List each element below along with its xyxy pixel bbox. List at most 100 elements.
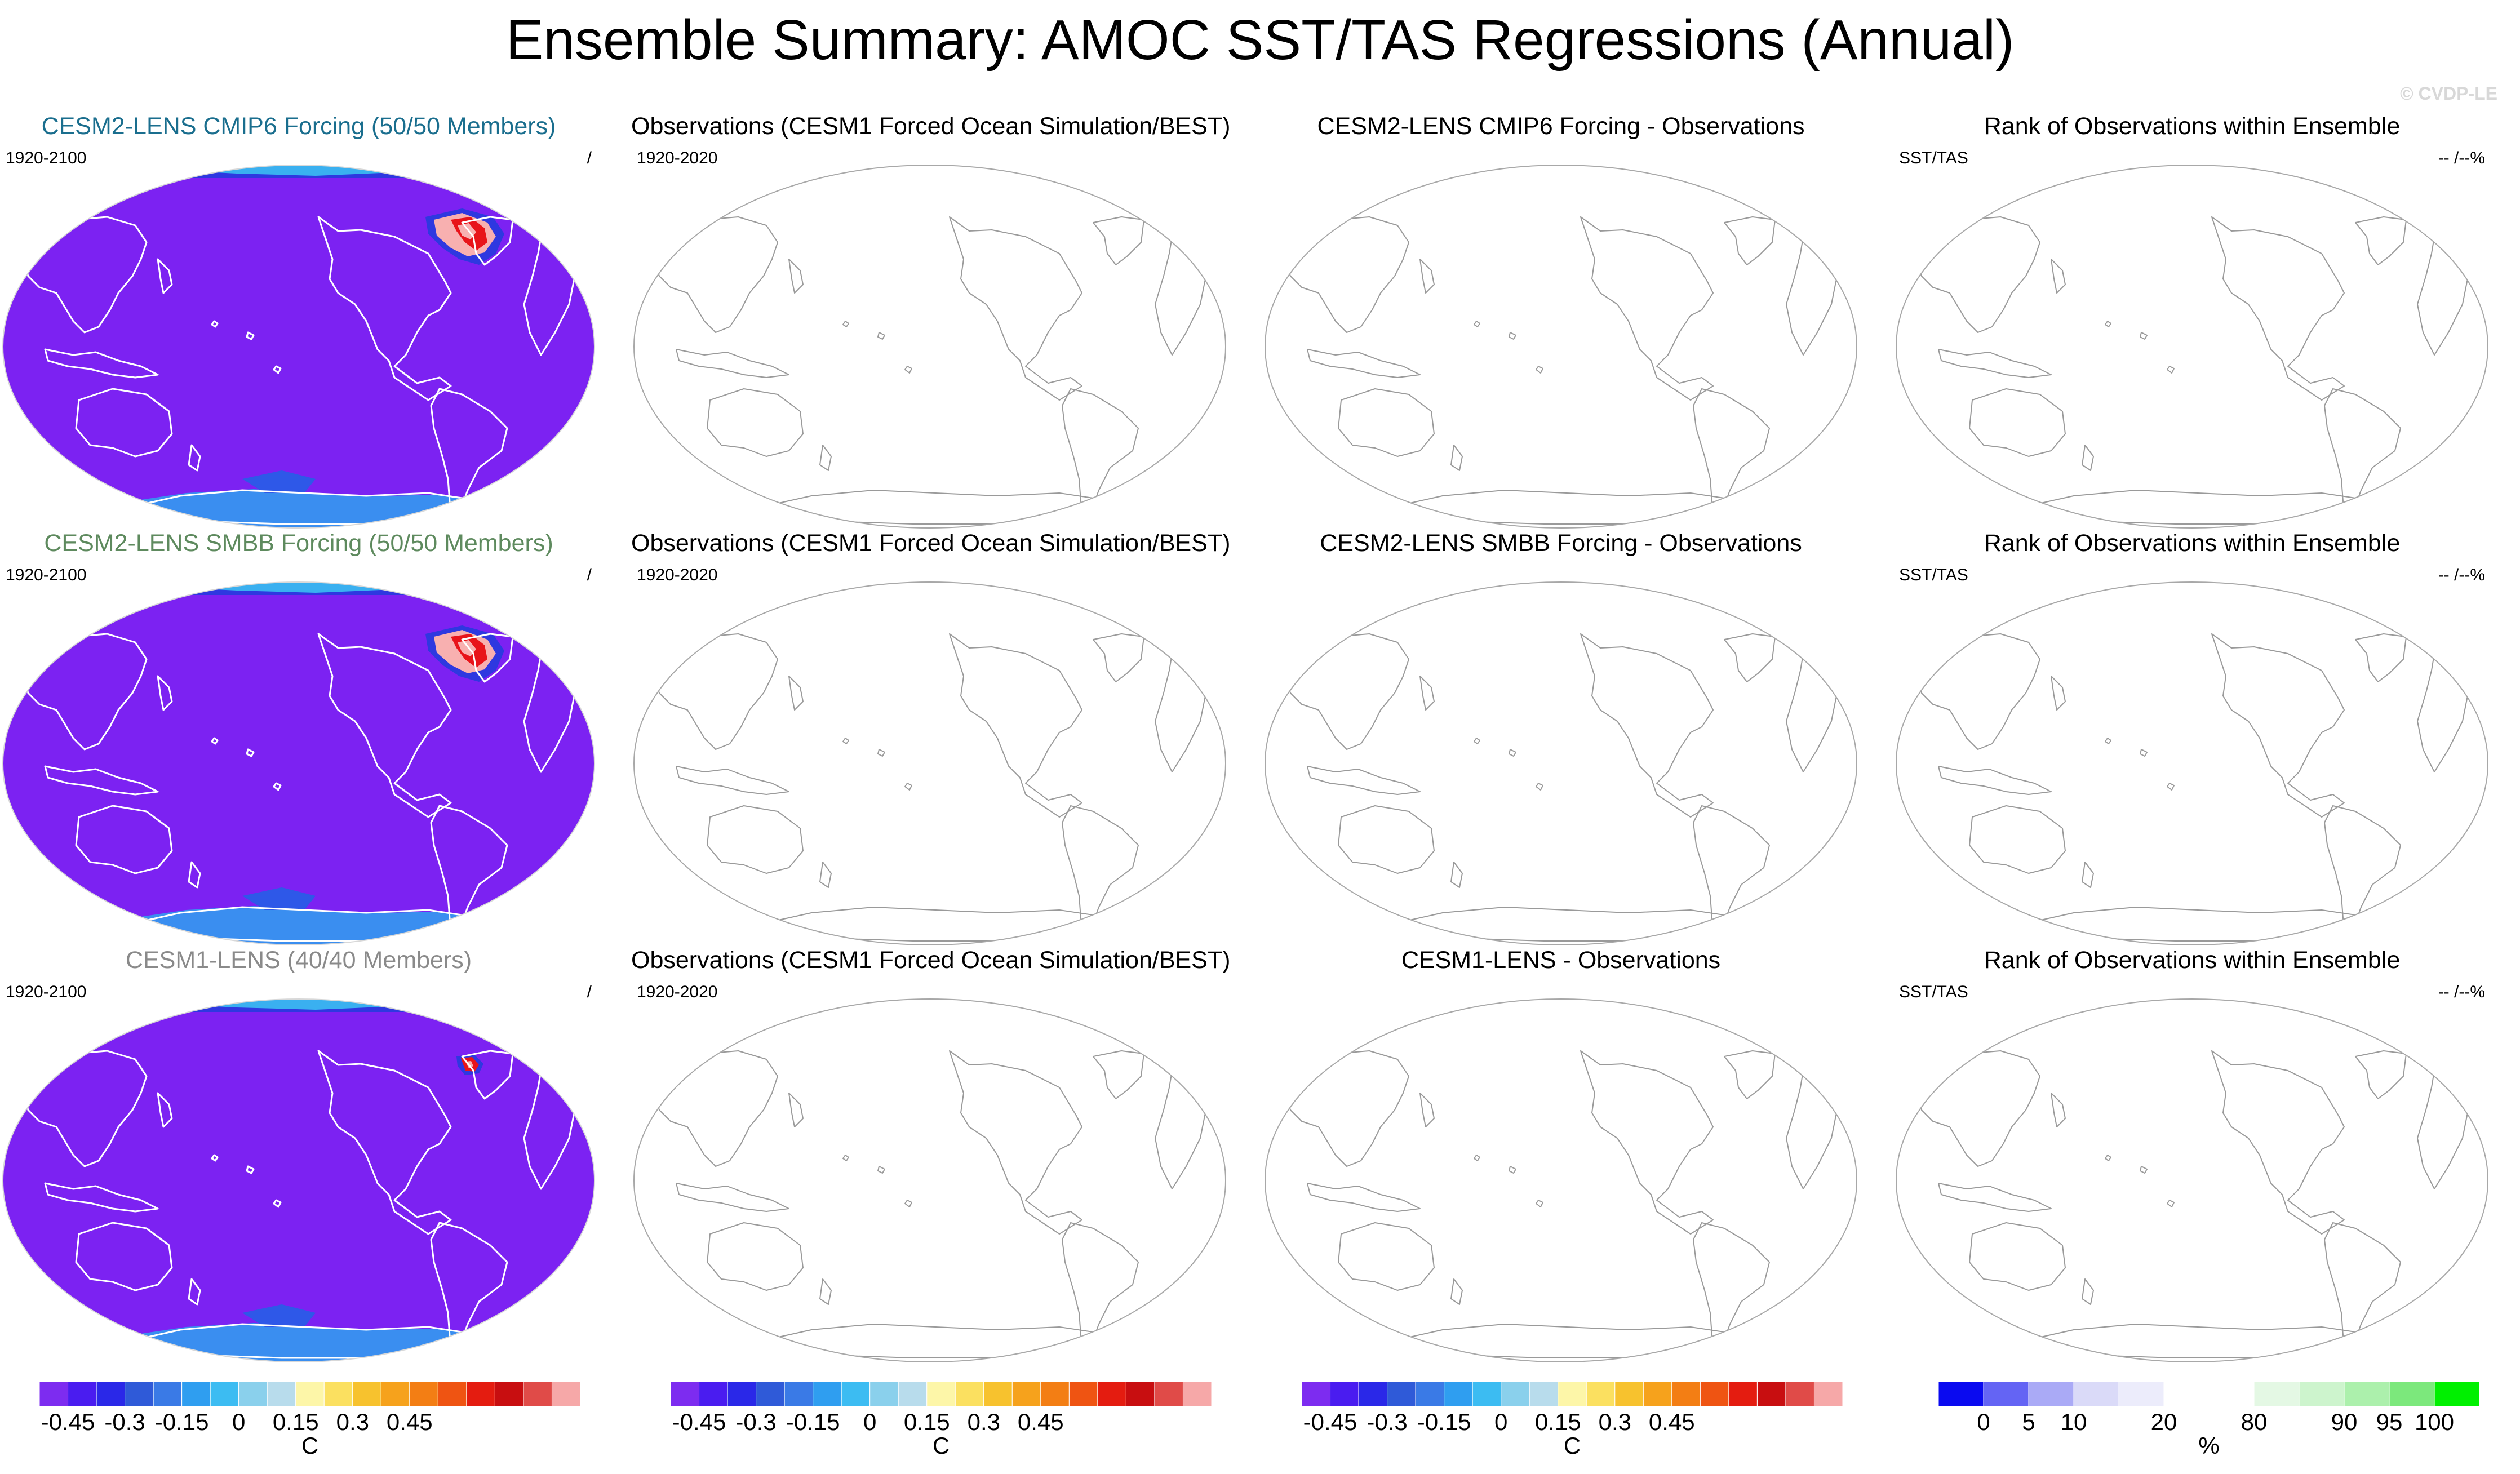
- southern-ocean-anomaly: [242, 887, 316, 910]
- panel-left-label: SST/TAS: [1899, 566, 1968, 584]
- blank-map: [1265, 581, 1857, 945]
- colorbar-tick-label: 0.15: [273, 1409, 319, 1432]
- map-border: [633, 165, 1226, 529]
- regression-map: [2, 165, 595, 529]
- colorbar-tick-label: 5: [2022, 1409, 2035, 1432]
- map-border: [2, 581, 595, 945]
- colorbar-tick-label: -0.45: [1303, 1409, 1357, 1432]
- colorbar-box: [2163, 1381, 2210, 1407]
- colorbar-box: [1529, 1381, 1559, 1407]
- colorbar-tick-label: 95: [2376, 1409, 2403, 1432]
- regression-map: [2, 581, 595, 945]
- map-panel-model: CESM2-LENS SMBB Forcing (50/50 Members) 1…: [0, 530, 597, 947]
- colorbar-tick-label: 0.3: [968, 1409, 1000, 1432]
- colorbar-tick-label: -0.3: [104, 1409, 145, 1432]
- colorbar-box: [238, 1381, 268, 1407]
- colorbar-box: [1040, 1381, 1070, 1407]
- empty-field: [1265, 165, 1857, 528]
- map-border: [633, 998, 1226, 1362]
- panel-left-label: SST/TAS: [1899, 983, 1968, 1001]
- colorbar-boxes: -0.45 -0.3 -0.15 0 0.15 0.3 0.45: [1302, 1381, 1843, 1432]
- colorbar-tick-label: 0.15: [1535, 1409, 1581, 1432]
- colorbar-box: [841, 1381, 871, 1407]
- empty-field: [1265, 582, 1857, 945]
- colorbar-box: [1728, 1381, 1758, 1407]
- panel-right-label: /: [587, 566, 592, 584]
- colorbar-box: [2299, 1381, 2345, 1407]
- blank-map: [1896, 998, 2488, 1362]
- map-panel-rank: Rank of Observations within Ensemble SST/…: [1893, 113, 2491, 530]
- colorbar-box: [39, 1381, 69, 1407]
- empty-field: [1896, 582, 2488, 945]
- blank-map: [633, 998, 1226, 1362]
- colorbar-box: [1671, 1381, 1701, 1407]
- colorbar-tick-label: 0.45: [387, 1409, 433, 1432]
- colorbar-box: [926, 1381, 956, 1407]
- colorbar-box: [153, 1381, 183, 1407]
- colorbar-box: [68, 1381, 97, 1407]
- colorbar-temperature: -0.45 -0.3 -0.15 0 0.15 0.3 0.45 C: [1302, 1378, 1865, 1474]
- panel-left-label: 1920-2100: [6, 566, 87, 584]
- empty-field: [634, 999, 1226, 1362]
- panel-left-label: 1920-2100: [6, 149, 87, 167]
- colorbar-box: [125, 1381, 154, 1407]
- map-panel-observations: Observations (CESM1 Forced Ocean Simulat…: [631, 530, 1231, 947]
- colorbar-box: [523, 1381, 552, 1407]
- colorbar-tick-label: 0.45: [1649, 1409, 1695, 1432]
- colorbar-tick-label: 0.15: [904, 1409, 950, 1432]
- colorbar-box: [380, 1381, 410, 1407]
- panel-right-label: /: [587, 149, 592, 167]
- colorbar-box: [1097, 1381, 1126, 1407]
- colorbar-boxes: 0 5 10 20 80 90 95 100: [1938, 1381, 2480, 1432]
- panel-right-label: /: [587, 983, 592, 1001]
- map-border: [1896, 998, 2488, 1362]
- map-panel-difference: CESM2-LENS SMBB Forcing - Observations: [1262, 530, 1860, 947]
- colorbar-box: [409, 1381, 438, 1407]
- colorbar-box: [983, 1381, 1013, 1407]
- colorbar-tick-label: -0.45: [672, 1409, 726, 1432]
- colorbar-temperature: -0.45 -0.3 -0.15 0 0.15 0.3 0.45 C: [671, 1378, 1234, 1474]
- colorbar-box: [551, 1381, 581, 1407]
- panel-left-label: 1920-2020: [637, 149, 718, 167]
- colorbar-tick-label: 10: [2061, 1409, 2087, 1432]
- colorbar-box: [494, 1381, 524, 1407]
- blank-map: [633, 581, 1226, 945]
- colorbar-tick-label: 0.45: [1018, 1409, 1064, 1432]
- colorbar-tick-label: 20: [2151, 1409, 2177, 1432]
- colorbar-box: [2344, 1381, 2390, 1407]
- empty-field: [634, 165, 1226, 528]
- panel-title: CESM2-LENS CMIP6 Forcing (50/50 Members): [41, 113, 556, 140]
- colorbar-box: [2389, 1381, 2435, 1407]
- colorbar-box: [1302, 1381, 1331, 1407]
- colorbar-boxes: -0.45 -0.3 -0.15 0 0.15 0.3 0.45: [39, 1381, 581, 1432]
- colorbar-unit: C: [932, 1432, 950, 1459]
- colorbar-unit: %: [2198, 1432, 2220, 1459]
- colorbar-box: [1813, 1381, 1843, 1407]
- panel-title: Observations (CESM1 Forced Ocean Simulat…: [631, 530, 1231, 557]
- map-panel-model: CESM2-LENS CMIP6 Forcing (50/50 Members)…: [0, 113, 597, 530]
- colorbar-box: [955, 1381, 984, 1407]
- panel-title: CESM1-LENS (40/40 Members): [125, 947, 472, 974]
- colorbar-box: [813, 1381, 842, 1407]
- panel-title: CESM2-LENS CMIP6 Forcing - Observations: [1317, 113, 1805, 140]
- colorbar-box: [1614, 1381, 1644, 1407]
- colorbar-box: [210, 1381, 239, 1407]
- colorbar-tick-label: -0.15: [1417, 1409, 1471, 1432]
- colorbar-box: [1785, 1381, 1814, 1407]
- colorbar-tick-label: 0: [232, 1409, 245, 1432]
- colorbar-box: [1330, 1381, 1359, 1407]
- panel-left-label: SST/TAS: [1899, 149, 1968, 167]
- colorbar-box: [784, 1381, 814, 1407]
- southern-ocean-anomaly: [242, 470, 316, 493]
- colorbar-box: [2434, 1381, 2480, 1407]
- panel-title: CESM1-LENS - Observations: [1401, 947, 1721, 974]
- panel-left-label: 1920-2020: [637, 566, 718, 584]
- panel-right-label: -- /--%: [2438, 566, 2485, 584]
- regression-map: [2, 998, 595, 1362]
- blank-map: [633, 165, 1226, 529]
- colorbar-boxes: -0.45 -0.3 -0.15 0 0.15 0.3 0.45: [671, 1381, 1212, 1432]
- colorbar-box: [1983, 1381, 2029, 1407]
- colorbar-box: [1756, 1381, 1786, 1407]
- colorbar-box: [1586, 1381, 1616, 1407]
- colorbar-box: [727, 1381, 757, 1407]
